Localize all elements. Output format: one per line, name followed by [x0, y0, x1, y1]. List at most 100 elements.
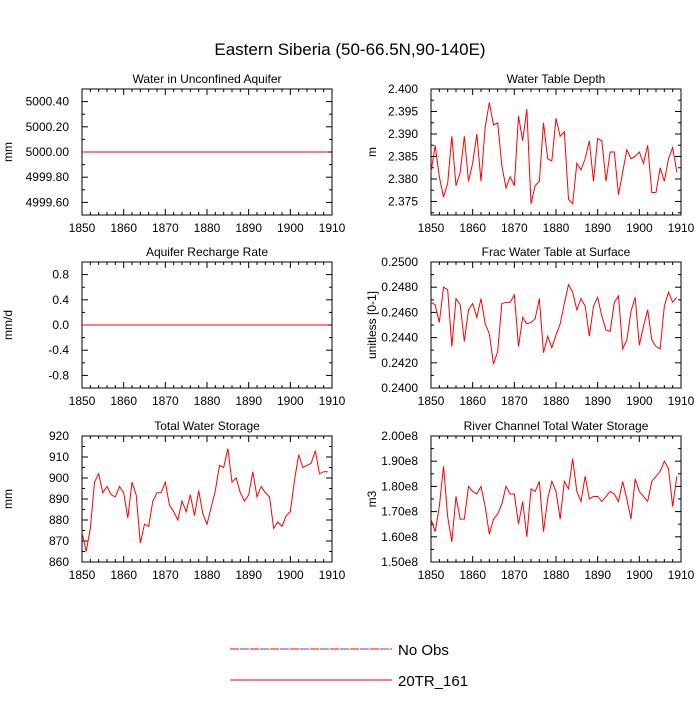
- plot-frame: [430, 435, 682, 563]
- y-tick-label: 5000.20: [26, 120, 70, 134]
- x-tick-label: 1870: [152, 394, 179, 408]
- y-tick-label: 880: [49, 513, 69, 527]
- y-axis-label: m: [365, 147, 379, 157]
- x-tick-label: 1850: [418, 568, 445, 582]
- x-tick-label: 1850: [69, 568, 96, 582]
- y-tick-label: 1.60e8: [381, 530, 418, 544]
- x-tick-label: 1870: [152, 568, 179, 582]
- y-axis-label: mm/d: [1, 310, 15, 340]
- y-tick-label: 890: [49, 492, 69, 506]
- x-tick-label: 1890: [584, 394, 611, 408]
- x-tick-label: 1890: [584, 221, 611, 235]
- y-tick-label: 2.400: [388, 82, 418, 96]
- panels: Water in Unconfined Aquifer 1850 1860 1870 1…: [1, 72, 695, 582]
- x-tick-label: 1910: [319, 221, 346, 235]
- panel-title: Water in Unconfined Aquifer: [133, 72, 282, 86]
- y-tick-label: 1.50e8: [381, 555, 418, 569]
- x-tick-label: 1900: [277, 394, 304, 408]
- x-tick-label: 1870: [501, 568, 528, 582]
- x-tick-label: 1890: [584, 568, 611, 582]
- y-axis-label: mm: [1, 489, 15, 509]
- y-tick-label: 2.00e8: [381, 429, 418, 443]
- y-tick-label: 4999.80: [26, 170, 70, 184]
- y-tick-label: 910: [49, 450, 69, 464]
- series-line-20tr-161: [430, 102, 678, 205]
- panel-4: Frac Water Table at Surface 1850 1860 1870 1…: [365, 245, 695, 408]
- x-tick-label: 1880: [194, 394, 221, 408]
- y-tick-label: 900: [49, 471, 69, 485]
- plot-frame: [81, 435, 333, 563]
- y-tick-label: 0.2440: [381, 331, 418, 345]
- y-tick-label: 1.70e8: [381, 505, 418, 519]
- series-line-20tr-161: [430, 458, 678, 542]
- series-line-20tr-161: [430, 283, 678, 365]
- x-tick-label: 1910: [668, 568, 695, 582]
- x-tick-label: 1880: [543, 394, 570, 408]
- y-tick-label: 4999.60: [26, 195, 70, 209]
- x-tick-label: 1850: [418, 221, 445, 235]
- x-tick-label: 1850: [69, 221, 96, 235]
- y-axis-label: m3: [365, 490, 379, 507]
- x-tick-label: 1850: [418, 394, 445, 408]
- y-tick-label: 860: [49, 555, 69, 569]
- y-tick-label: 2.385: [388, 150, 418, 164]
- panel-title: Total Water Storage: [154, 419, 260, 433]
- x-tick-label: 1900: [277, 568, 304, 582]
- y-tick-label: 2.380: [388, 172, 418, 186]
- panel-title: Frac Water Table at Surface: [482, 245, 631, 259]
- y-tick-label: 0.0: [52, 318, 69, 332]
- y-tick-label: 870: [49, 534, 69, 548]
- x-tick-label: 1910: [319, 394, 346, 408]
- x-tick-label: 1880: [194, 221, 221, 235]
- panel-3: Aquifer Recharge Rate 1850 1860 1870 1880 189…: [1, 245, 346, 408]
- x-tick-label: 1870: [501, 221, 528, 235]
- x-tick-label: 1900: [626, 568, 653, 582]
- legend-label-no-obs: No Obs: [398, 642, 449, 659]
- panel-5: Total Water Storage 1850 1860 1870 1880 1890 1…: [1, 419, 346, 582]
- y-axis-label: unitless [0-1]: [365, 291, 379, 359]
- x-tick-label: 1910: [668, 221, 695, 235]
- panel-title: Aquifer Recharge Rate: [146, 245, 268, 259]
- x-tick-label: 1910: [668, 394, 695, 408]
- legend: No Obs 20TR_161: [230, 642, 468, 690]
- x-tick-label: 1860: [459, 568, 486, 582]
- x-tick-label: 1880: [543, 221, 570, 235]
- x-tick-label: 1880: [194, 568, 221, 582]
- x-tick-label: 1850: [69, 394, 96, 408]
- x-tick-label: 1860: [459, 394, 486, 408]
- x-tick-label: 1880: [543, 568, 570, 582]
- y-tick-label: 0.4: [52, 293, 69, 307]
- y-tick-label: 2.390: [388, 127, 418, 141]
- y-tick-label: 1.90e8: [381, 454, 418, 468]
- panel-1: Water in Unconfined Aquifer 1850 1860 1870 1…: [1, 72, 346, 235]
- x-tick-label: 1900: [277, 221, 304, 235]
- panel-title: Water Table Depth: [507, 72, 606, 86]
- panel-6: River Channel Total Water Storage 1850 186…: [365, 419, 695, 582]
- y-tick-label: 1.80e8: [381, 479, 418, 493]
- y-tick-label: 2.375: [388, 195, 418, 209]
- panel-title: River Channel Total Water Storage: [464, 419, 649, 433]
- x-tick-label: 1870: [501, 394, 528, 408]
- y-tick-label: 5000.40: [26, 95, 70, 109]
- x-tick-label: 1900: [626, 394, 653, 408]
- y-tick-label: 0.2460: [381, 305, 418, 319]
- x-tick-label: 1860: [110, 394, 137, 408]
- x-tick-label: 1890: [235, 394, 262, 408]
- y-tick-label: 0.2400: [381, 381, 418, 395]
- x-tick-label: 1870: [152, 221, 179, 235]
- plot-frame: [430, 88, 682, 216]
- y-tick-label: 0.8: [52, 268, 69, 282]
- panel-2: Water Table Depth 1850 1860 1870 1880 1890 190…: [365, 72, 695, 235]
- x-tick-label: 1900: [626, 221, 653, 235]
- y-axis-label: mm: [1, 142, 15, 162]
- series-line-20tr-161: [81, 448, 328, 552]
- y-tick-label: 920: [49, 429, 69, 443]
- x-tick-label: 1860: [459, 221, 486, 235]
- legend-label-20tr-161: 20TR_161: [398, 673, 468, 690]
- y-tick-label: 5000.00: [26, 145, 70, 159]
- figure-title: Eastern Siberia (50-66.5N,90-140E): [214, 40, 485, 59]
- y-tick-label: 0.2500: [381, 255, 418, 269]
- y-tick-label: 0.2480: [381, 280, 418, 294]
